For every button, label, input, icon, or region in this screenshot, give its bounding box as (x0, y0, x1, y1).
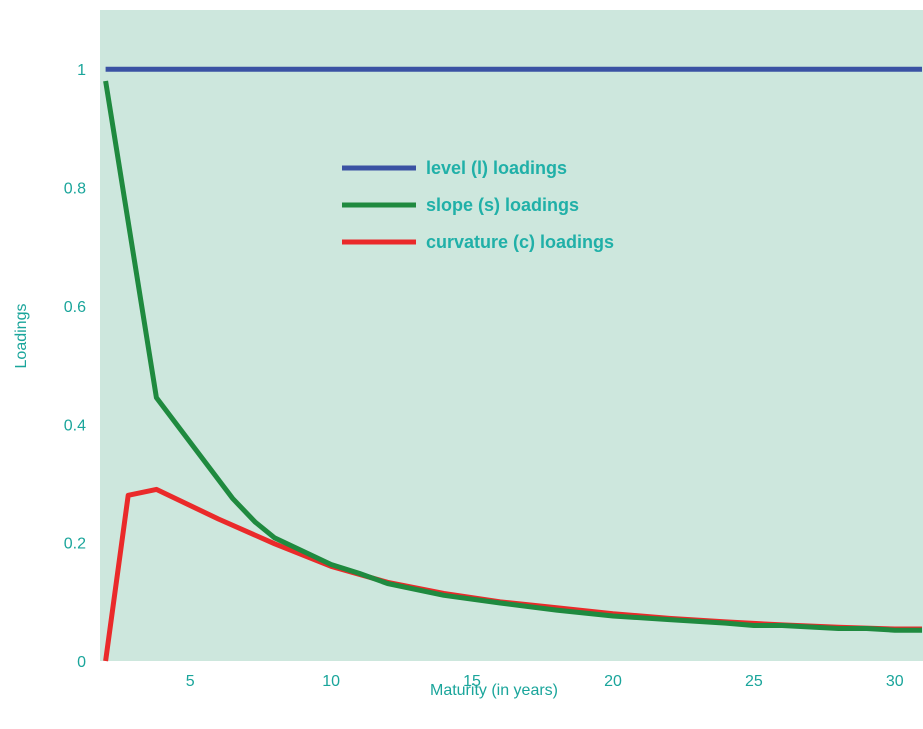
legend-label-0: level (l) loadings (426, 158, 567, 178)
x-tick-label: 10 (322, 673, 340, 690)
x-tick-label: 25 (745, 673, 763, 690)
legend: level (l) loadings slope (s) loadings curv… (342, 158, 614, 252)
y-tick-label: 0.2 (64, 536, 86, 553)
x-tick-label: 15 (463, 673, 481, 690)
x-tick-label: 30 (886, 673, 904, 690)
x-tick-label: 5 (186, 673, 195, 690)
series-line-1 (103, 80, 922, 633)
y-tick-label: 0.8 (64, 181, 86, 198)
y-axis-label: Loadings (13, 304, 30, 369)
legend-label-1: slope (s) loadings (426, 195, 579, 215)
y-tick-label: 1 (77, 62, 86, 79)
x-tick-label: 20 (604, 673, 622, 690)
y-tick-label: 0.4 (64, 417, 86, 434)
legend-label-2: curvature (c) loadings (426, 232, 614, 252)
x-axis-label: Maturity (in years) (430, 682, 558, 699)
y-tick-label: 0 (77, 654, 86, 671)
plot-area-background (100, 10, 923, 661)
y-tick-label: 0.6 (64, 299, 86, 316)
series-layer (103, 66, 922, 662)
y-axis-ticks: 0 0.2 0.4 0.6 0.8 1 (64, 62, 86, 671)
x-axis-ticks: 5 10 15 20 25 30 (186, 673, 904, 690)
